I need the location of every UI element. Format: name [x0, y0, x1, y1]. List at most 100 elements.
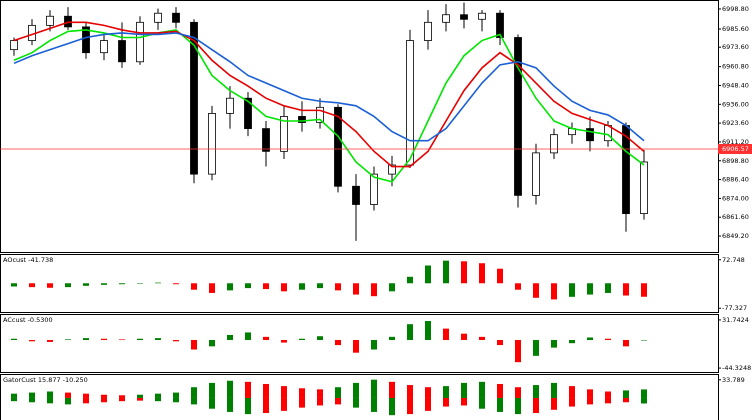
histogram-bar	[587, 283, 593, 295]
histogram-bar	[389, 283, 395, 292]
candle-body	[370, 173, 378, 205]
gator-bar	[299, 397, 305, 408]
panel-title: AOcust -41.738	[3, 256, 53, 264]
gator-bar	[101, 394, 107, 398]
histogram-bar	[47, 340, 53, 342]
candle-body	[154, 12, 162, 23]
histogram-bar	[191, 340, 197, 350]
panel-title: GatorCust 15.877 -10.250	[3, 376, 88, 384]
gator-bar	[605, 397, 611, 404]
gator-bar	[11, 397, 17, 402]
y-tick-label: 6911.20	[722, 138, 749, 146]
y-tick-label: 6886.40	[722, 176, 749, 184]
histogram-bar	[623, 340, 629, 347]
histogram-bar	[335, 283, 341, 291]
histogram-bar	[209, 340, 215, 347]
gator-bar	[173, 392, 179, 398]
histogram-bar	[263, 283, 269, 290]
gator-bar	[407, 397, 413, 415]
histogram-bar	[263, 336, 269, 341]
histogram-bar	[191, 283, 197, 290]
y-tick-label: 6985.60	[722, 25, 749, 33]
histogram-bar	[173, 283, 179, 285]
candle-body	[640, 161, 648, 214]
histogram-bar	[137, 283, 143, 284]
candle-body	[388, 164, 396, 175]
gator-bar	[587, 389, 593, 398]
gator-bar	[371, 397, 377, 412]
gator-bar	[497, 383, 503, 398]
gator-bar	[641, 389, 647, 398]
histogram-bar	[425, 265, 431, 284]
gator-bar	[245, 397, 251, 415]
gator-bar	[101, 397, 107, 403]
gator-bar	[335, 387, 341, 398]
histogram-bar	[11, 338, 17, 341]
gator-bar	[515, 397, 521, 415]
gator-bar	[47, 397, 53, 404]
histogram-bar	[65, 339, 71, 341]
histogram-bar	[299, 338, 305, 341]
candle-body	[586, 128, 594, 142]
histogram-bar	[407, 324, 413, 341]
candle-body	[532, 152, 540, 196]
ao-panel	[0, 254, 719, 313]
y-tick-label: 72.748	[722, 256, 745, 264]
y-tick-label: 6861.60	[722, 213, 749, 221]
histogram-bar	[353, 340, 359, 353]
histogram-bar	[533, 283, 539, 298]
gator-bar	[353, 382, 359, 398]
gator-bar	[119, 397, 125, 402]
histogram-bar	[515, 283, 521, 290]
histogram-bar	[245, 332, 251, 341]
gator-bar	[137, 394, 143, 398]
histogram-bar	[119, 283, 125, 285]
moving-average	[13, 21, 645, 168]
histogram-bar	[371, 283, 377, 297]
y-tick-label: 6960.80	[722, 63, 749, 71]
histogram-bar	[569, 283, 575, 297]
histogram-bar	[479, 336, 485, 341]
gator-bar	[533, 385, 539, 398]
gator-bar	[425, 397, 431, 411]
gator-bar	[281, 397, 287, 411]
gator-bar	[317, 389, 323, 398]
gator-bar	[65, 392, 71, 398]
candle-body	[406, 40, 414, 166]
candle-body	[262, 128, 270, 152]
histogram-bar	[209, 283, 215, 293]
gator-bar	[605, 391, 611, 398]
histogram-bar	[281, 283, 287, 292]
y-tick-label: 6849.20	[722, 232, 749, 240]
y-tick-label: 6973.60	[722, 43, 749, 51]
histogram-bar	[299, 283, 305, 290]
ac-panel	[0, 314, 719, 373]
histogram-bar	[137, 338, 143, 341]
histogram-bar	[29, 340, 35, 342]
gator-bar	[173, 397, 179, 403]
gator-bar	[335, 397, 341, 405]
gator-bar	[119, 395, 125, 398]
gator-bar	[83, 393, 89, 398]
histogram-bar	[83, 338, 89, 341]
gator-bar	[479, 381, 485, 398]
y-tick-label: -77.327	[722, 304, 747, 312]
gator-bar	[623, 397, 629, 403]
gator-bar	[461, 382, 467, 398]
candle-body	[208, 113, 216, 175]
histogram-bar	[443, 328, 449, 341]
candle-body	[496, 12, 504, 38]
y-tick-label: 6936.00	[722, 100, 749, 108]
histogram-bar	[497, 340, 503, 346]
candle-body	[514, 37, 522, 196]
gator-bar	[371, 379, 377, 398]
histogram-bar	[317, 336, 323, 341]
candle-body	[334, 106, 342, 187]
gator-bar	[299, 388, 305, 398]
candle-body	[352, 185, 360, 205]
gator-bar	[533, 397, 539, 414]
candle-body	[118, 40, 126, 63]
histogram-bar	[587, 337, 593, 341]
histogram-bar	[119, 339, 125, 341]
histogram-bar	[443, 260, 449, 284]
